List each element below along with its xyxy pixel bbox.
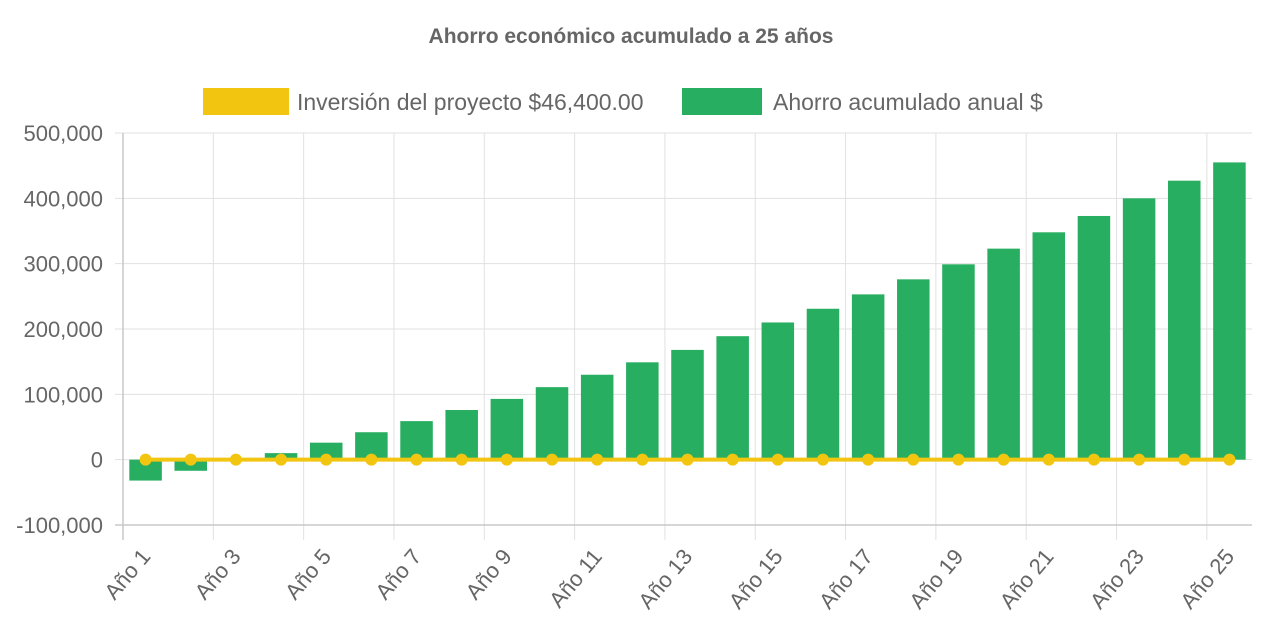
x-tick-label: Año 23: [1085, 544, 1149, 613]
line-point[interactable]: [726, 453, 739, 466]
bar[interactable]: [1213, 162, 1246, 460]
y-tick-label: 100,000: [23, 382, 103, 407]
y-tick-label: 500,000: [23, 121, 103, 146]
bar[interactable]: [445, 410, 478, 460]
legend-item-bar[interactable]: Ahorro acumulado anual $: [682, 88, 1043, 115]
x-tick-label: Año 11: [544, 544, 607, 612]
x-axis: Año 1 Año 3 Año 5 Año 7 Año 9 Año 11 Año 13 Año…: [99, 544, 1239, 613]
line-point[interactable]: [320, 453, 333, 466]
x-tick-label: Año 9: [461, 544, 517, 604]
bar[interactable]: [716, 336, 749, 460]
line-point[interactable]: [1178, 453, 1191, 466]
bar[interactable]: [897, 279, 930, 460]
x-tick-label: Año 13: [633, 544, 697, 613]
line-point[interactable]: [410, 453, 423, 466]
line-point[interactable]: [1042, 453, 1055, 466]
bar-series: [129, 162, 1246, 481]
bar[interactable]: [671, 349, 704, 460]
line-point[interactable]: [816, 453, 829, 466]
line-point[interactable]: [275, 453, 288, 466]
bar[interactable]: [626, 362, 659, 460]
line-point[interactable]: [365, 453, 378, 466]
bar[interactable]: [1077, 215, 1111, 460]
y-tick-label: -100,000: [16, 513, 103, 538]
y-tick-label: 400,000: [23, 186, 103, 211]
line-point[interactable]: [229, 453, 242, 466]
line-point[interactable]: [591, 453, 604, 466]
line-point[interactable]: [139, 453, 152, 466]
bar[interactable]: [309, 442, 343, 460]
line-point[interactable]: [862, 453, 875, 466]
line-series: [139, 453, 1236, 466]
bar[interactable]: [490, 398, 524, 460]
y-tick-label: 0: [91, 448, 103, 473]
bar[interactable]: [1168, 180, 1201, 460]
bar[interactable]: [1122, 198, 1156, 460]
x-tick-label: Año 3: [190, 544, 246, 604]
x-tick-label: Año 15: [724, 544, 788, 613]
x-tick-label: Año 17: [814, 544, 878, 613]
x-tick-label: Año 19: [904, 544, 968, 613]
line-point[interactable]: [184, 453, 197, 466]
x-tick-label: Año 21: [995, 544, 1059, 613]
bar[interactable]: [129, 459, 162, 481]
x-tick-label: Año 1: [99, 544, 155, 604]
bar[interactable]: [580, 374, 614, 460]
line-point[interactable]: [1133, 453, 1146, 466]
grid: [115, 132, 1252, 540]
line-point[interactable]: [500, 453, 513, 466]
line-point[interactable]: [997, 453, 1010, 466]
y-axis: -100,000 0 100,000 200,000 300,000 400,000 500…: [16, 121, 103, 538]
legend: Inversión del proyecto $46,400.00 Ahorro…: [203, 88, 1043, 115]
y-tick-label: 200,000: [23, 317, 103, 342]
x-tick-label: Año 5: [280, 544, 336, 604]
bar[interactable]: [400, 421, 433, 460]
legend-swatch-bar: [682, 88, 762, 115]
bar[interactable]: [987, 248, 1020, 460]
chart-title: Ahorro económico acumulado a 25 años: [429, 25, 834, 48]
bar[interactable]: [535, 387, 569, 460]
bar[interactable]: [942, 264, 975, 460]
bar[interactable]: [806, 308, 840, 460]
line-point[interactable]: [771, 453, 784, 466]
line-point[interactable]: [455, 453, 468, 466]
line-point[interactable]: [681, 453, 694, 466]
line-point[interactable]: [546, 453, 559, 466]
line-point[interactable]: [907, 453, 920, 466]
legend-label-bar: Ahorro acumulado anual $: [773, 89, 1043, 115]
x-tick-label: Año 25: [1175, 544, 1239, 613]
y-tick-label: 300,000: [23, 252, 103, 277]
line-point[interactable]: [636, 453, 649, 466]
bar[interactable]: [761, 322, 795, 460]
bar[interactable]: [1032, 232, 1066, 460]
legend-item-line[interactable]: Inversión del proyecto $46,400.00: [203, 88, 644, 115]
legend-swatch-line: [203, 88, 289, 115]
bar[interactable]: [851, 294, 885, 460]
line-point[interactable]: [1223, 453, 1236, 466]
line-point[interactable]: [1087, 453, 1100, 466]
line-point[interactable]: [952, 453, 965, 466]
x-tick-label: Año 7: [370, 544, 426, 604]
legend-label-line: Inversión del proyecto $46,400.00: [297, 89, 644, 115]
